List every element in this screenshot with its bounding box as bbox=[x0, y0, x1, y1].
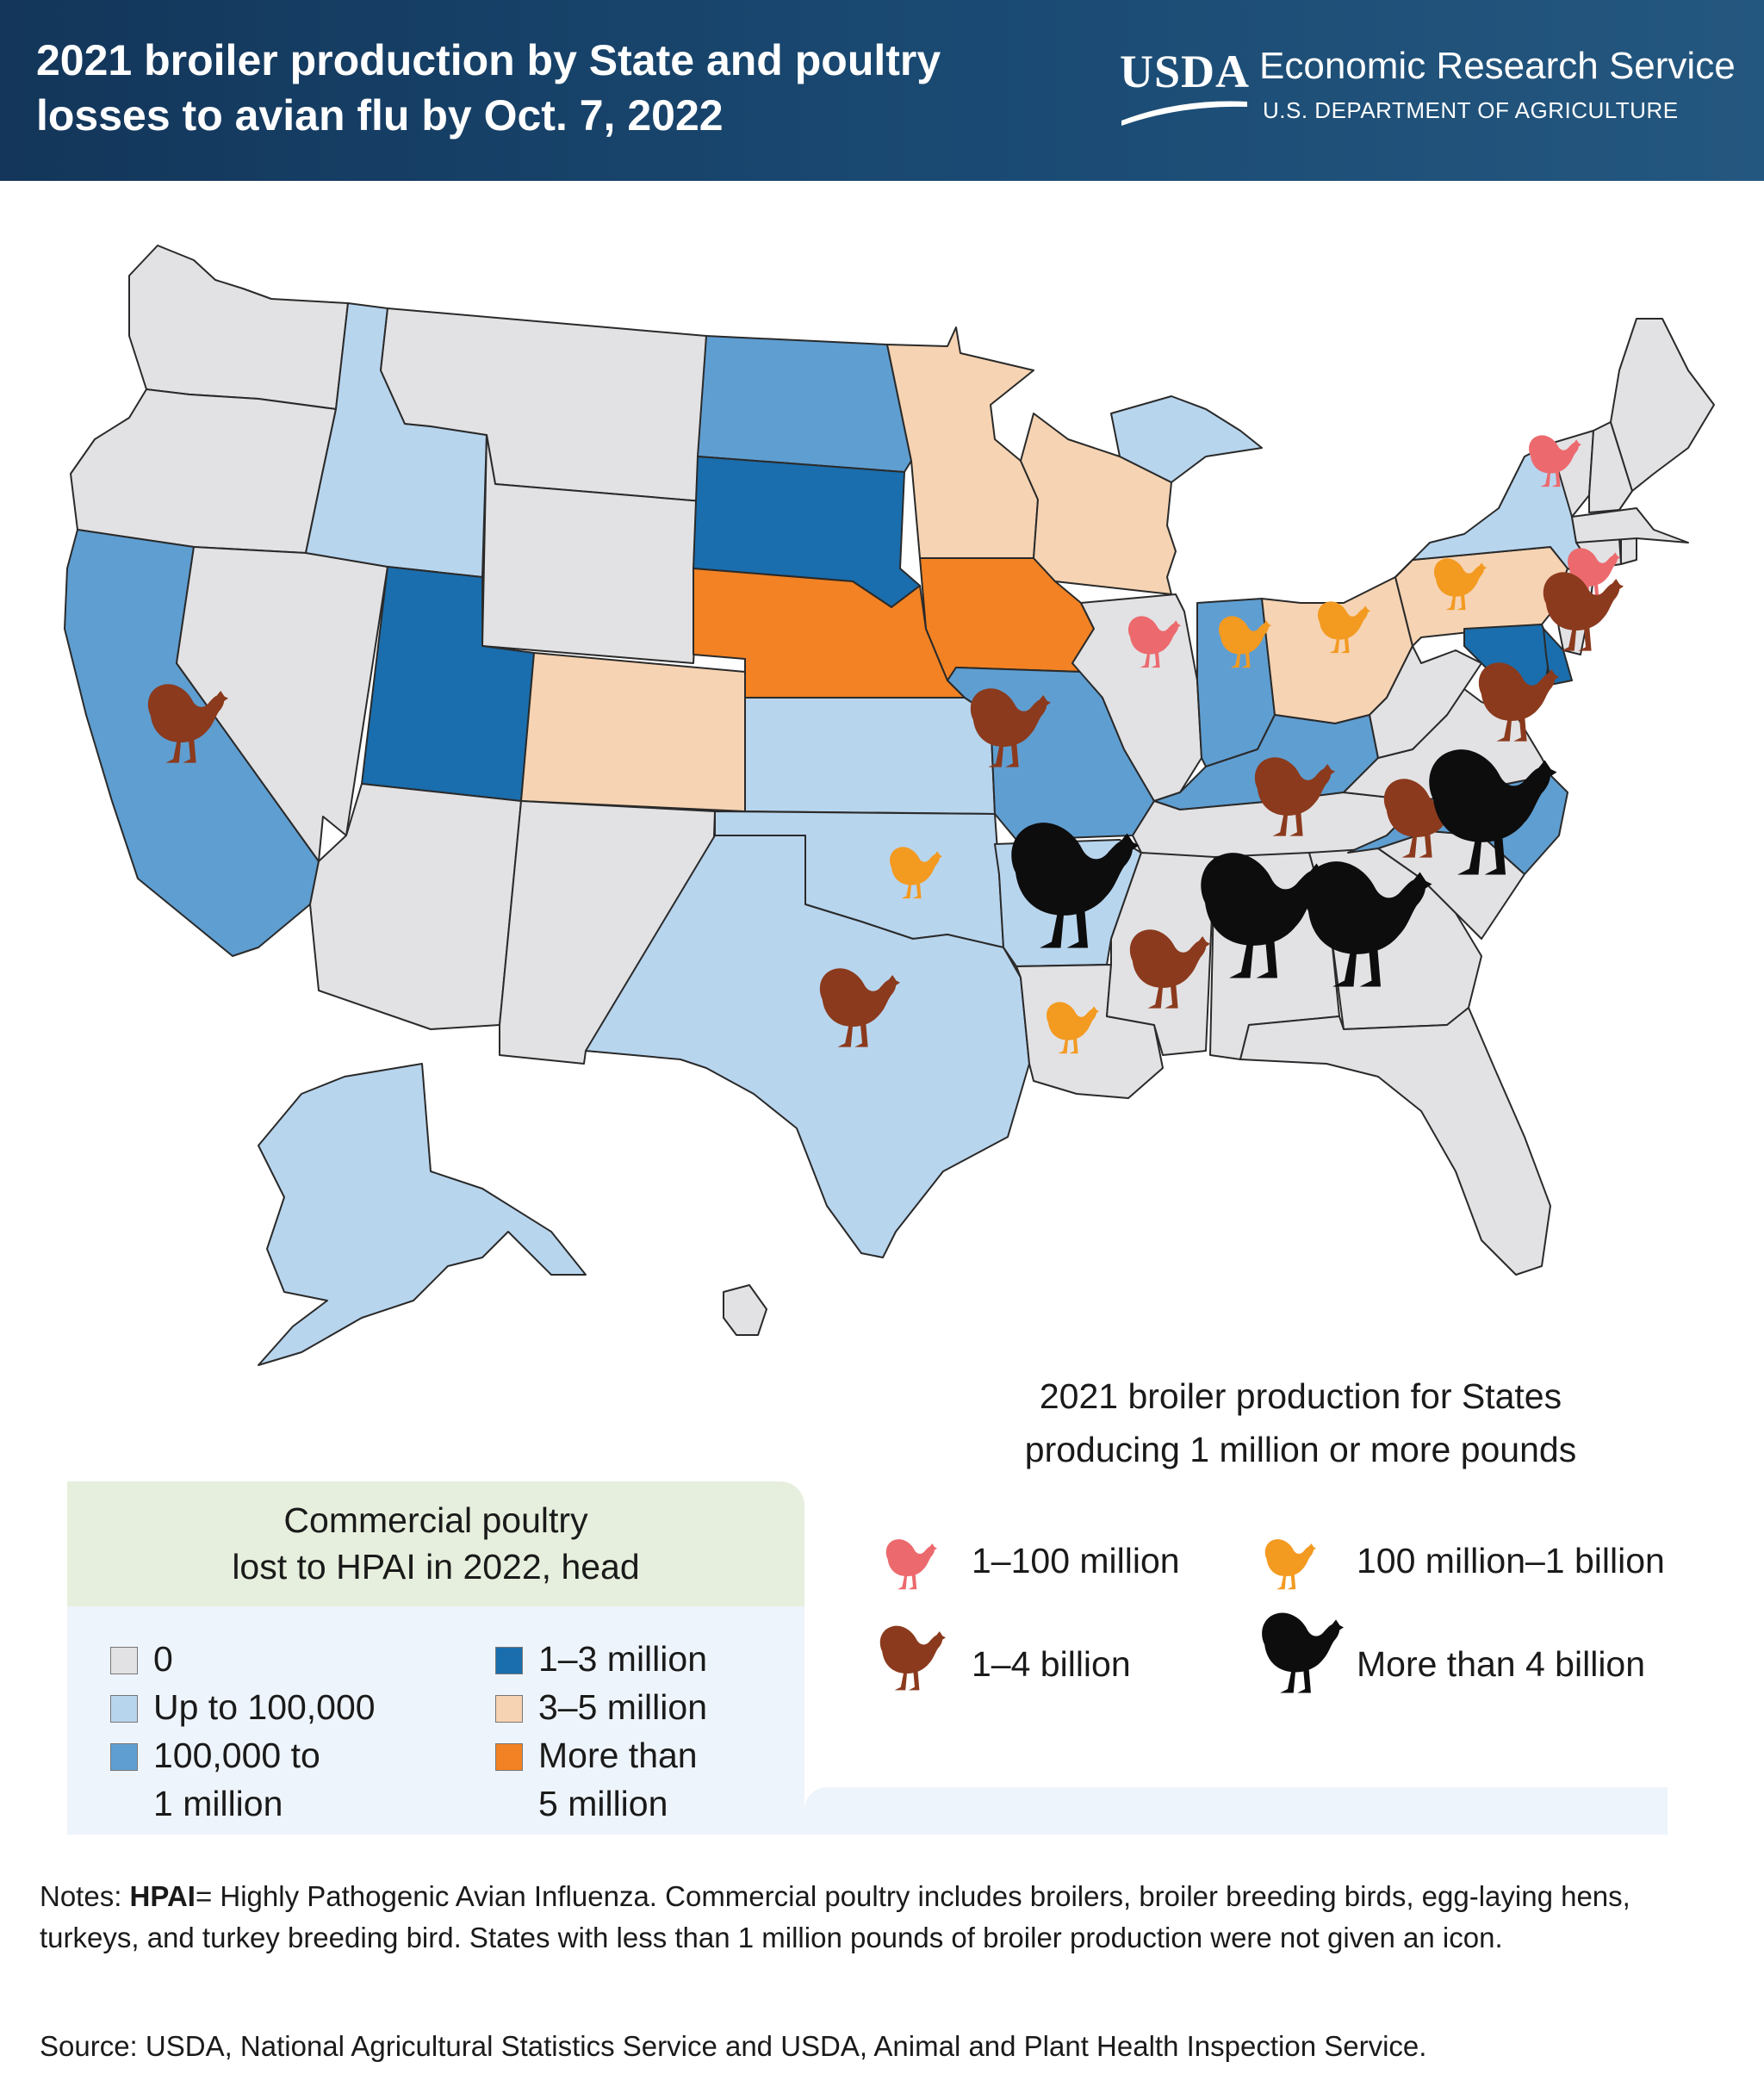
chicken-icon bbox=[1256, 1531, 1316, 1592]
state-CO bbox=[520, 652, 746, 812]
state-WA bbox=[128, 245, 349, 410]
production-label-1-100m: 1–100 million bbox=[972, 1541, 1180, 1580]
legend-label-gt-5m: More than 5 million bbox=[538, 1736, 698, 1823]
state-MA bbox=[1571, 507, 1689, 543]
state-MI bbox=[1110, 395, 1263, 483]
production-label-100m-1b: 100 million–1 billion bbox=[1357, 1541, 1665, 1580]
agency-name: Economic Research Service bbox=[1259, 45, 1736, 87]
department-name: U.S. DEPARTMENT OF AGRICULTURE bbox=[1263, 97, 1679, 123]
legend-swatch-up-to-100k bbox=[110, 1695, 138, 1723]
losses-legend-body bbox=[67, 1606, 804, 1835]
production-label-1-4b: 1–4 billion bbox=[972, 1644, 1131, 1684]
usda-logo: USDA bbox=[1120, 46, 1251, 97]
notes-term: HPAI bbox=[129, 1880, 196, 1912]
production-label-gt-4b: More than 4 billion bbox=[1357, 1644, 1646, 1684]
legend-swatch-gt-5m bbox=[495, 1743, 523, 1771]
state-AK bbox=[258, 1063, 587, 1366]
losses-legend-title: Commercial poultry lost to HPAI in 2022,… bbox=[232, 1500, 640, 1587]
legend-swatch-3-5m bbox=[495, 1695, 523, 1723]
legend-label-1-3m: 1–3 million bbox=[538, 1639, 707, 1679]
page-title: 2021 broiler production by State and pou… bbox=[36, 33, 1053, 143]
state-HI bbox=[723, 1284, 767, 1336]
legend-swatch-zero bbox=[110, 1647, 138, 1674]
usda-logo-swoosh-icon bbox=[1121, 101, 1247, 126]
state-ME bbox=[1610, 318, 1715, 492]
legend-swatch-1-3m bbox=[495, 1647, 523, 1674]
legend-label-3-5m: 3–5 million bbox=[538, 1687, 707, 1727]
state-OR bbox=[70, 388, 337, 554]
title-line-1: 2021 broiler production by State and pou… bbox=[36, 36, 941, 84]
chicken-icon bbox=[868, 1616, 946, 1693]
legend-swatch-100k-1m bbox=[110, 1743, 138, 1771]
losses-legend-header bbox=[67, 1481, 804, 1606]
production-legend-title: 2021 broiler production for States produ… bbox=[1024, 1376, 1577, 1469]
chicken-icon bbox=[1247, 1600, 1344, 1697]
state-TX bbox=[585, 835, 1030, 1258]
notes-text: = Highly Pathogenic Avian Influenza. Com… bbox=[40, 1880, 1630, 1953]
title-line-2: losses to avian flu by Oct. 7, 2022 bbox=[36, 91, 724, 140]
state-MN bbox=[886, 326, 1039, 559]
header-banner: 2021 broiler production by State and pou… bbox=[0, 0, 1764, 181]
state-FL bbox=[1239, 1007, 1551, 1276]
us-map bbox=[64, 245, 1715, 1366]
state-KS bbox=[744, 697, 996, 815]
legend-label-100k-1m: 100,000 to 1 million bbox=[153, 1736, 320, 1823]
notes-prefix: Notes: bbox=[40, 1880, 130, 1912]
legend-label-zero: 0 bbox=[153, 1639, 173, 1679]
state-RI bbox=[1620, 537, 1637, 565]
chicken-icon bbox=[877, 1531, 937, 1592]
notes: Notes: HPAI= Highly Pathogenic Avian Inf… bbox=[40, 1876, 1728, 1959]
state-ND bbox=[697, 335, 912, 473]
state-WY bbox=[481, 434, 703, 664]
legend-label-up-to-100k: Up to 100,000 bbox=[153, 1687, 376, 1727]
legend-panel-extension bbox=[804, 1787, 1668, 1835]
source-note: Source: USDA, National Agricultural Stat… bbox=[40, 2030, 1427, 2062]
